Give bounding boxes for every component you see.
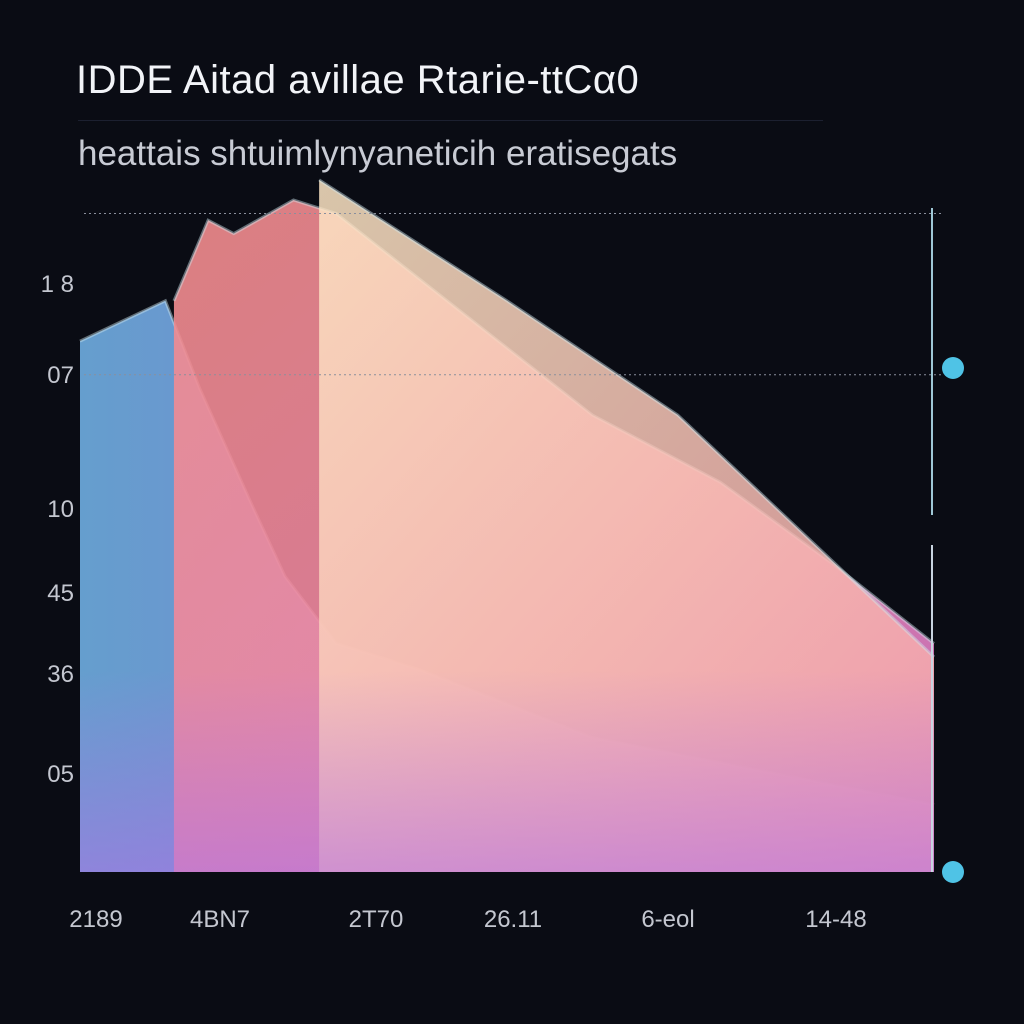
title-divider: [78, 120, 823, 121]
y-tick-label: 1 8: [40, 271, 74, 298]
y-tick-label: 10: [47, 496, 74, 523]
series-layer: [79, 178, 936, 873]
y-tick-label: 45: [47, 580, 74, 607]
y-tick-label: 05: [47, 761, 74, 788]
x-tick-label: 4BN7: [189, 906, 251, 933]
y-tick-label: 07: [47, 362, 74, 389]
y-tick-label: 36: [47, 661, 74, 688]
reference-lines: [84, 208, 942, 872]
x-tick-label: 26.11: [483, 906, 543, 933]
x-tick-label: 6-eol: [641, 906, 695, 933]
x-tick-label: 2189: [69, 906, 123, 933]
chart-subtitle: heattais shtuimlynyaneticih eratisegats: [78, 134, 678, 173]
chart-title: IDDE Aitad avillae Rtarie-ttCα0: [76, 58, 640, 102]
x-tick-label: 14-48: [805, 906, 867, 933]
x-tick-label: 2T70: [348, 906, 404, 933]
marker-dot: [942, 861, 964, 883]
area-series-peach-edge: [318, 178, 936, 659]
marker-dot: [942, 357, 964, 379]
area-floor-shade: [80, 670, 934, 872]
markers: [942, 357, 964, 883]
